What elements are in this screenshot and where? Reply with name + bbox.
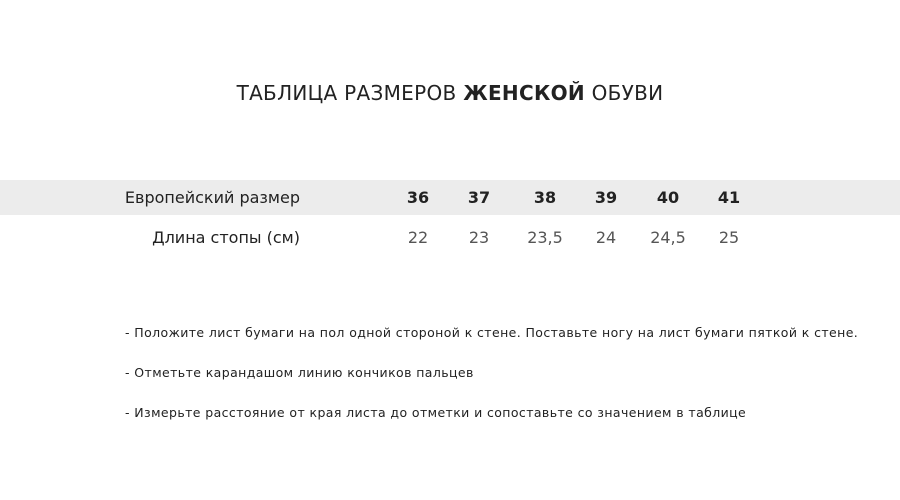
length-row: Длина стопы (см) 22 23 23,5 24 24,5 25: [0, 220, 900, 255]
size-cell: 36: [406, 188, 430, 207]
size-cell: 38: [533, 188, 557, 207]
size-cell: 40: [656, 188, 680, 207]
size-cell: 41: [717, 188, 741, 207]
length-cell: 24: [595, 228, 617, 247]
size-row-label: Европейский размер: [124, 188, 300, 207]
size-cell: 39: [594, 188, 618, 207]
instruction-note: - Отметьте карандашом линию кончиков пал…: [125, 365, 474, 380]
length-row-label: Длина стопы (см): [152, 228, 300, 247]
length-cell: 25: [718, 228, 740, 247]
instruction-note: - Положите лист бумаги на пол одной стор…: [125, 325, 859, 340]
size-cell: 37: [467, 188, 491, 207]
title-part: ОБУВИ: [584, 81, 664, 105]
title-bold-part: ЖЕНСКОЙ: [463, 81, 585, 105]
size-row: Европейский размер 36 37 38 39 40 41: [0, 180, 900, 215]
length-cell: 22: [407, 228, 429, 247]
length-cell: 24,5: [650, 228, 686, 247]
length-cell: 23: [468, 228, 490, 247]
instruction-note: - Измерьте расстояние от края листа до о…: [125, 405, 747, 420]
length-cell: 23,5: [527, 228, 563, 247]
title-part: ТАБЛИЦА РАЗМЕРОВ: [236, 81, 464, 105]
page-title: ТАБЛИЦА РАЗМЕРОВ ЖЕНСКОЙ ОБУВИ: [0, 81, 900, 105]
